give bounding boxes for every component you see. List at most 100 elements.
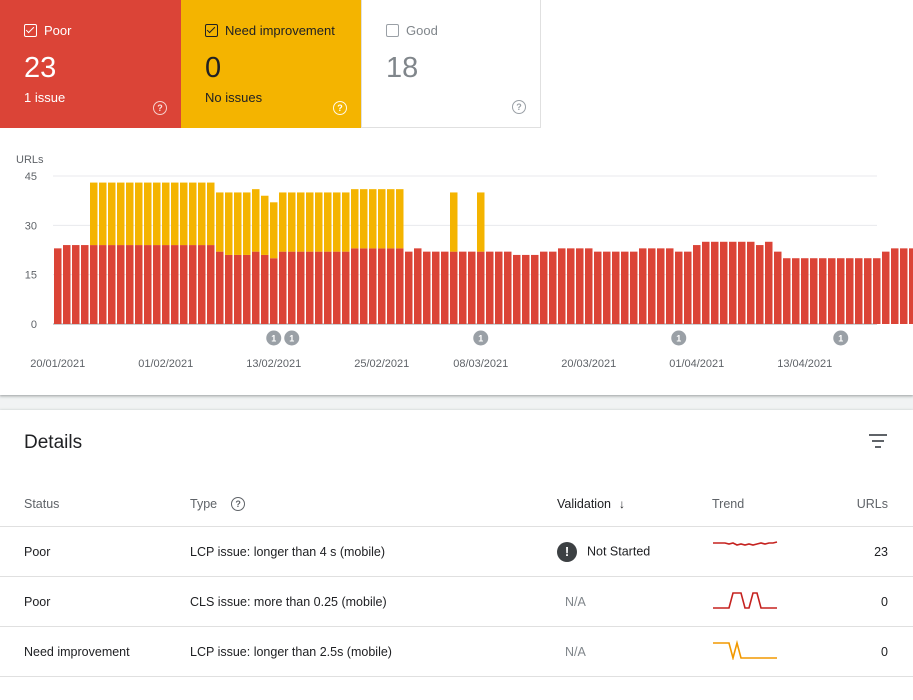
help-circle-icon[interactable]: ? (153, 101, 167, 115)
bar-poor (135, 245, 143, 324)
bar-poor (900, 248, 908, 324)
row-urls: 23 (812, 526, 913, 577)
row-status: Need improvement (0, 626, 190, 677)
bar-need-improvement (396, 189, 404, 249)
bar-need-improvement (207, 182, 215, 246)
bar-need-improvement (90, 182, 98, 246)
table-row[interactable]: Poor CLS issue: more than 0.25 (mobile) … (0, 576, 913, 627)
bar-need-improvement (144, 182, 152, 246)
bar-poor (216, 251, 224, 324)
header-validation[interactable]: Validation ↓ (557, 482, 712, 527)
header-type[interactable]: Type? (190, 482, 557, 527)
annotation-marker (833, 330, 849, 346)
tile-poor-count: 23 (24, 52, 57, 84)
bar-poor (198, 245, 206, 324)
bar-poor (576, 248, 584, 324)
annotation-marker (671, 330, 687, 346)
bar-poor (144, 245, 152, 324)
bar-poor (666, 248, 674, 324)
header-urls[interactable]: URLs (812, 482, 913, 527)
annotation-label: 1 (289, 334, 294, 344)
bar-need-improvement (108, 182, 116, 246)
bar-need-improvement (198, 182, 206, 246)
bar-need-improvement (180, 182, 188, 246)
bar-poor (621, 251, 629, 324)
bar-poor (441, 251, 449, 324)
bar-poor (648, 248, 656, 324)
filter-icon[interactable] (869, 434, 887, 448)
bar-need-improvement (351, 189, 359, 249)
bar-poor (558, 248, 566, 324)
bar-poor (189, 245, 197, 324)
bar-poor (486, 251, 494, 324)
annotation-label: 1 (838, 334, 843, 344)
trend-sparkline (713, 592, 777, 609)
bar-poor (270, 258, 278, 324)
bar-poor (909, 248, 913, 324)
y-tick-label: 30 (25, 220, 37, 232)
annotation-label: 1 (676, 334, 681, 344)
trend-sparkline (713, 541, 778, 546)
bar-poor (108, 245, 116, 324)
urls-chart: URLs 0 15 30 45 20/01/2021 01/02/2021 13/02/202… (16, 154, 913, 370)
bar-poor (846, 258, 854, 324)
bar-poor (594, 251, 602, 324)
table-row[interactable]: Poor LCP issue: longer than 4 s (mobile)… (0, 526, 913, 577)
table-row[interactable]: Need improvement LCP issue: longer than … (0, 626, 913, 677)
bar-poor (864, 258, 872, 324)
bar-poor (774, 251, 782, 324)
bar-need-improvement (315, 192, 323, 252)
y-tick-label: 15 (25, 270, 37, 282)
bar-poor (99, 245, 107, 324)
bar-poor (225, 254, 233, 324)
checkbox-icon[interactable] (24, 23, 37, 37)
bar-poor (234, 254, 242, 324)
row-trend (712, 526, 812, 577)
bar-need-improvement (360, 189, 368, 249)
bar-poor (432, 251, 440, 324)
bar-poor (891, 248, 899, 324)
bar-need-improvement (477, 192, 485, 252)
bar-poor (477, 251, 485, 324)
tile-poor[interactable]: Poor 23 1 issue ? (0, 0, 181, 128)
header-trend: Trend (712, 482, 812, 527)
bar-poor (882, 251, 890, 324)
bar-need-improvement (99, 182, 107, 246)
row-validation-label: N/A (565, 644, 586, 659)
arrow-down-icon: ↓ (618, 497, 625, 511)
table-header-row: Status Type? Validation ↓ Trend URLs (0, 482, 913, 527)
x-tick-label: 13/04/2021 (777, 358, 832, 370)
bar-poor (756, 245, 764, 324)
trend-sparkline (713, 639, 777, 662)
exclamation-circle-icon: ! (557, 541, 577, 562)
checkbox-icon[interactable] (386, 23, 399, 37)
row-urls: 0 (812, 576, 913, 627)
bar-poor (612, 251, 620, 324)
x-tick-label: 01/02/2021 (138, 358, 193, 370)
help-circle-icon[interactable]: ? (231, 497, 246, 512)
bar-need-improvement (243, 192, 251, 255)
header-status[interactable]: Status (0, 482, 190, 527)
trend-line (713, 592, 777, 609)
bar-poor (738, 241, 746, 324)
annotation-marker (266, 330, 282, 346)
summary-card: Poor 23 1 issue ? Need improvement 0 No … (0, 0, 913, 395)
tile-good[interactable]: Good 18 ? (361, 0, 541, 128)
x-tick-label: 13/02/2021 (246, 358, 301, 370)
help-circle-icon[interactable]: ? (512, 100, 526, 114)
bar-poor (549, 251, 557, 324)
tile-need-improvement[interactable]: Need improvement 0 No issues ? (181, 0, 361, 128)
bar-need-improvement (234, 192, 242, 255)
header-type-label: Type (190, 496, 218, 511)
trend-line (713, 639, 777, 662)
checkbox-icon[interactable] (205, 23, 218, 37)
bar-poor (765, 241, 773, 324)
bar-poor (801, 258, 809, 324)
header-validation-label: Validation (557, 497, 611, 511)
bar-poor (297, 251, 305, 324)
bar-need-improvement (306, 192, 314, 252)
row-status: Poor (0, 576, 190, 627)
help-circle-icon[interactable]: ? (333, 101, 347, 115)
bar-need-improvement (117, 182, 125, 246)
row-validation: N/A (557, 626, 712, 677)
